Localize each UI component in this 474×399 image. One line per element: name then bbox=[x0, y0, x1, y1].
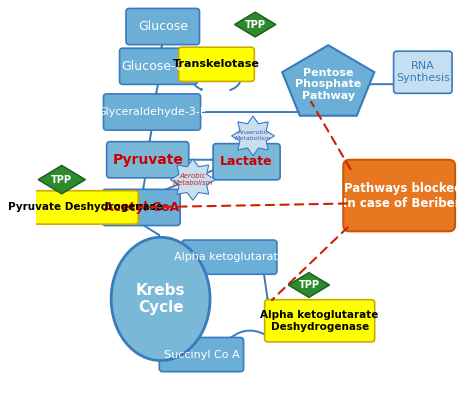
FancyBboxPatch shape bbox=[264, 300, 374, 342]
Text: TPP: TPP bbox=[245, 20, 266, 30]
Text: Pyruvate Deshydrogenase: Pyruvate Deshydrogenase bbox=[8, 202, 163, 212]
FancyBboxPatch shape bbox=[103, 94, 201, 130]
Text: Transkelotase: Transkelotase bbox=[173, 59, 260, 69]
FancyBboxPatch shape bbox=[343, 160, 455, 231]
Text: Succinyl Co A: Succinyl Co A bbox=[164, 350, 239, 359]
Polygon shape bbox=[282, 45, 374, 116]
Ellipse shape bbox=[111, 237, 210, 361]
FancyBboxPatch shape bbox=[119, 48, 197, 85]
FancyBboxPatch shape bbox=[33, 191, 138, 224]
Text: Aerobic
Metabolism: Aerobic Metabolism bbox=[173, 173, 213, 186]
Text: Alpha ketoglutarate: Alpha ketoglutarate bbox=[174, 252, 285, 262]
FancyBboxPatch shape bbox=[179, 47, 255, 81]
Text: Glucose-6-P: Glucose-6-P bbox=[121, 60, 196, 73]
Text: TPP: TPP bbox=[51, 175, 72, 185]
Text: Anaerobic
Metabolism: Anaerobic Metabolism bbox=[235, 130, 271, 141]
Text: Lactate: Lactate bbox=[220, 155, 273, 168]
FancyBboxPatch shape bbox=[213, 144, 280, 180]
FancyBboxPatch shape bbox=[126, 8, 200, 45]
FancyBboxPatch shape bbox=[393, 51, 452, 93]
Polygon shape bbox=[38, 166, 85, 194]
FancyBboxPatch shape bbox=[107, 142, 189, 178]
Text: Pyruvate: Pyruvate bbox=[112, 153, 183, 167]
FancyBboxPatch shape bbox=[102, 190, 180, 225]
Text: Pentose
Phosphate
Pathway: Pentose Phosphate Pathway bbox=[295, 67, 361, 101]
Polygon shape bbox=[288, 273, 329, 297]
Polygon shape bbox=[231, 116, 274, 156]
Text: Acetyl CoA: Acetyl CoA bbox=[104, 201, 179, 214]
Text: Krebs
Cycle: Krebs Cycle bbox=[136, 283, 185, 315]
Text: TPP: TPP bbox=[299, 280, 319, 290]
FancyBboxPatch shape bbox=[159, 338, 244, 371]
FancyBboxPatch shape bbox=[182, 240, 277, 274]
Text: RNA
Synthesis: RNA Synthesis bbox=[396, 61, 450, 83]
Text: Alpha ketoglutarate
Deshydrogenase: Alpha ketoglutarate Deshydrogenase bbox=[261, 310, 379, 332]
Polygon shape bbox=[235, 12, 276, 37]
Text: Pathways blocked
In case of Beriberi: Pathways blocked In case of Beriberi bbox=[343, 182, 464, 209]
Polygon shape bbox=[171, 159, 215, 200]
Text: Glucose: Glucose bbox=[138, 20, 188, 33]
Text: Glyceraldehyde-3-P: Glyceraldehyde-3-P bbox=[97, 107, 207, 117]
